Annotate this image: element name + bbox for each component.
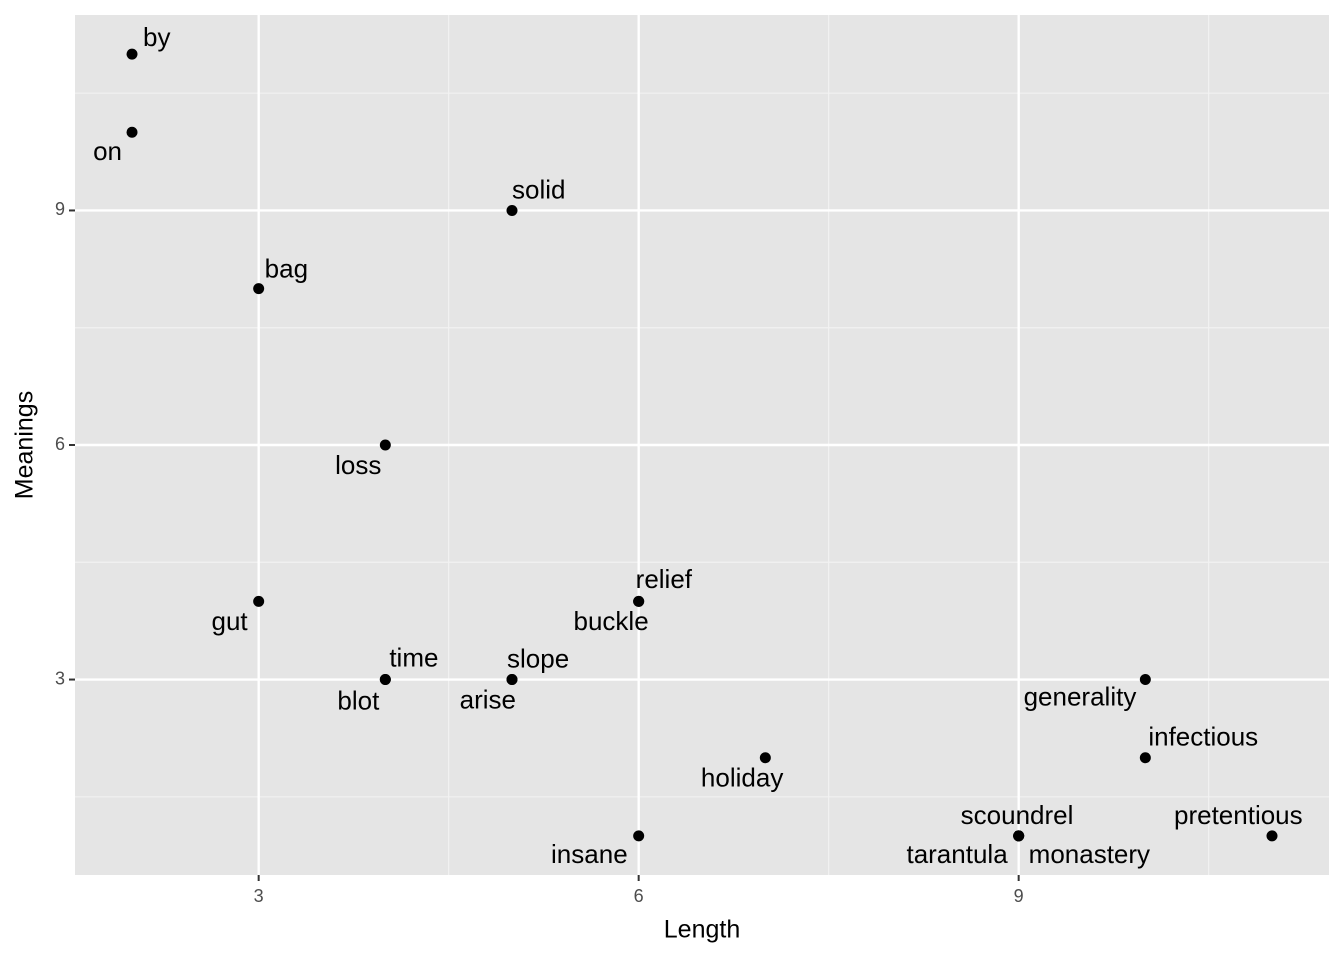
point-label: on: [93, 136, 122, 166]
point: [253, 595, 265, 607]
point: [253, 283, 265, 295]
point-label: loss: [335, 450, 381, 480]
point: [379, 674, 391, 686]
point-label: generality: [1024, 681, 1137, 711]
grid: [75, 15, 1329, 875]
point: [633, 595, 645, 607]
point: [759, 752, 771, 764]
point-label: tarantula: [906, 839, 1008, 869]
point-label: insane: [551, 839, 628, 869]
point-label: relief: [636, 564, 693, 594]
y-axis-title: Meanings: [11, 391, 39, 499]
point-label: scoundrel: [961, 800, 1074, 830]
point-label: monastery: [1029, 839, 1150, 869]
point: [506, 674, 518, 686]
marks: by on solid bag loss gut relief buckle time blot s…: [93, 22, 1303, 869]
point-label: bag: [265, 254, 308, 284]
x-tick-label: 6: [634, 886, 644, 906]
point-label: pretentious: [1174, 800, 1303, 830]
point-label: buckle: [574, 606, 649, 636]
point-label: time: [389, 642, 438, 672]
point-label: gut: [212, 606, 249, 636]
point-label: blot: [337, 685, 380, 715]
point: [1139, 674, 1151, 686]
point: [1013, 830, 1025, 842]
point-label: slope: [507, 643, 569, 673]
point-label: holiday: [701, 763, 783, 793]
point: [126, 48, 138, 60]
point-label: by: [143, 22, 170, 52]
point-label: solid: [512, 174, 565, 204]
y-tick-label: 9: [55, 199, 65, 219]
point: [1266, 830, 1278, 842]
x-axis-title: Length: [664, 916, 740, 944]
x-tick-label: 3: [254, 886, 264, 906]
point-label: infectious: [1148, 722, 1258, 752]
point-label: arise: [460, 684, 516, 714]
point: [1139, 752, 1151, 764]
point: [126, 126, 138, 138]
point: [506, 204, 518, 216]
point: [633, 830, 645, 842]
y-tick-label: 6: [55, 434, 65, 454]
point: [379, 439, 391, 451]
y-tick-label: 3: [55, 668, 65, 688]
x-tick-label: 9: [1014, 886, 1024, 906]
